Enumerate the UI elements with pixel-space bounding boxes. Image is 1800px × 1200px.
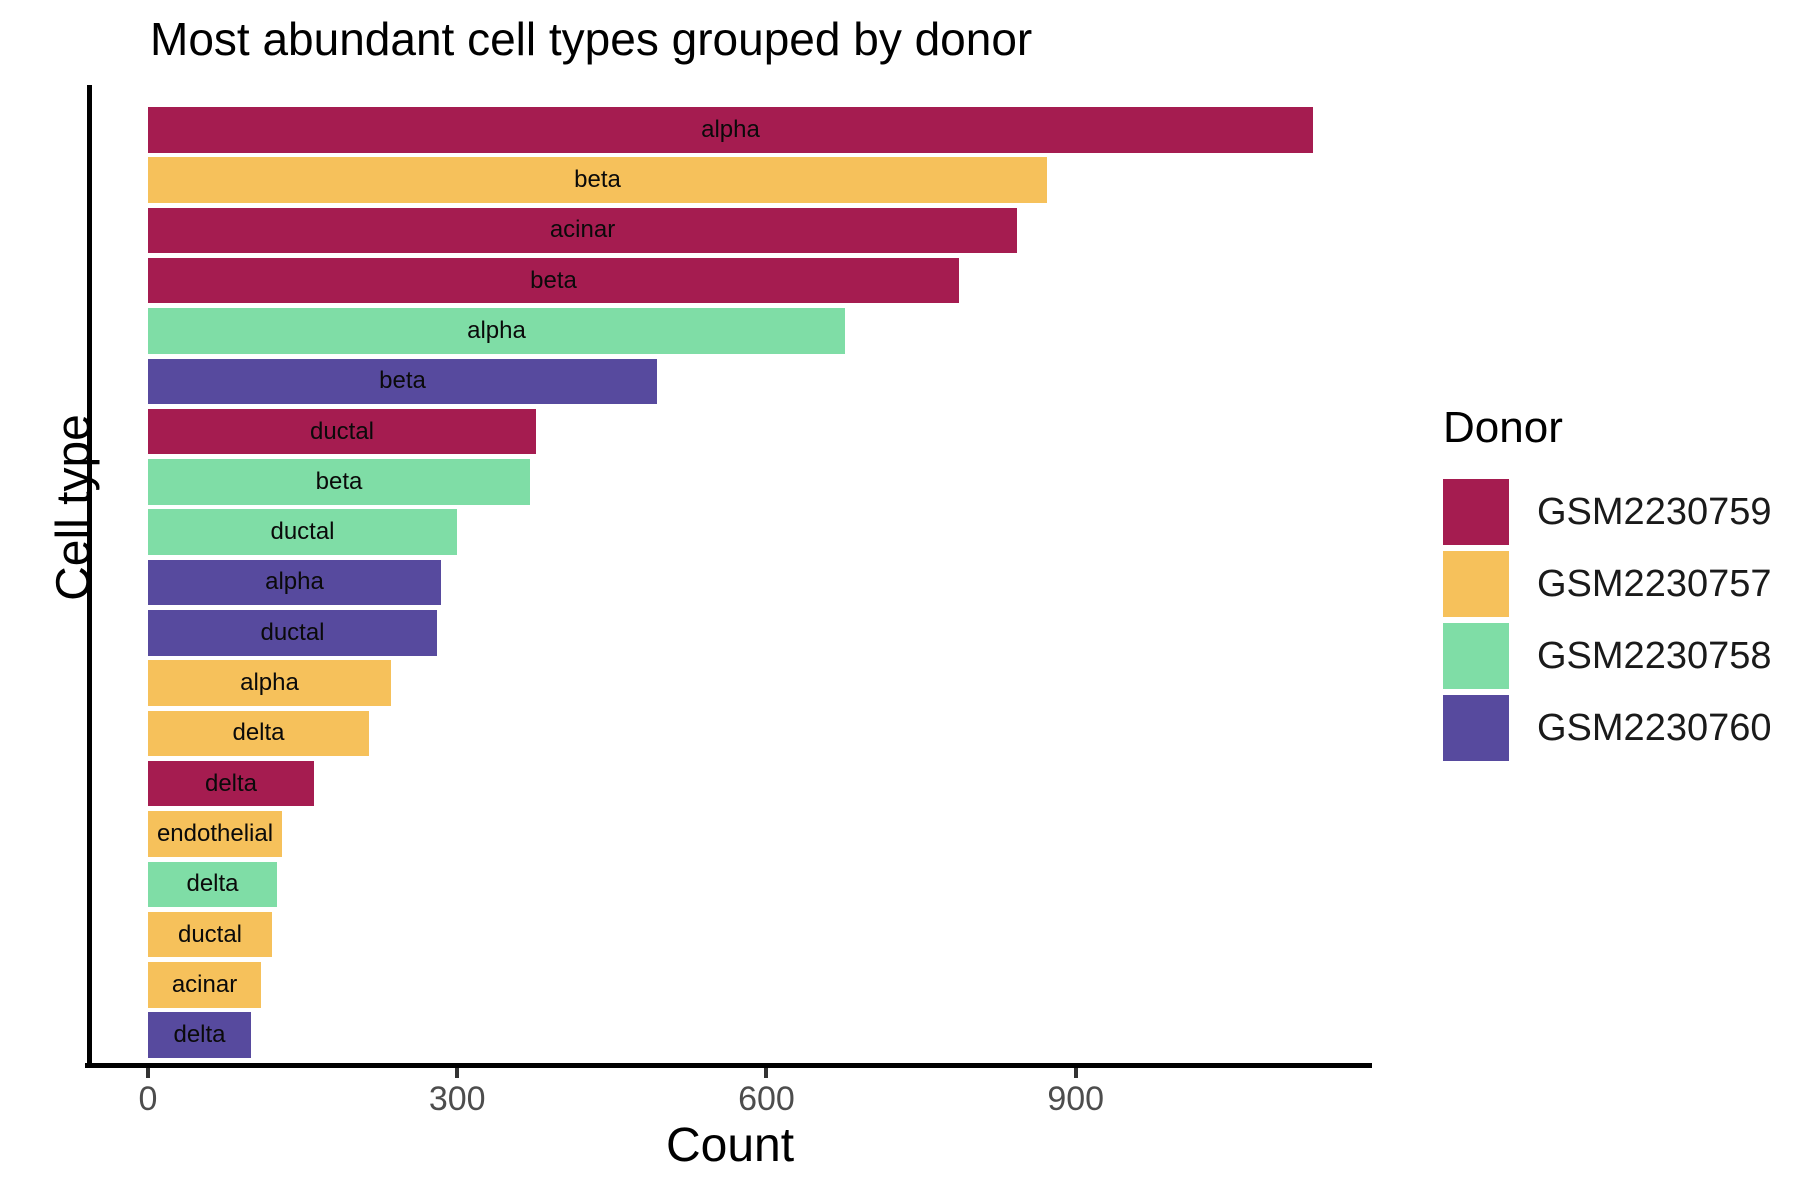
legend: Donor GSM2230759 GSM2230757 GSM2230758 GSM2… (1443, 403, 1772, 767)
bar-label: alpha (240, 669, 299, 697)
bar-GSM2230757-ductal: ductal (148, 911, 272, 958)
bar-label: delta (186, 870, 239, 898)
bar-GSM2230759-delta: delta (148, 760, 314, 807)
bar-GSM2230759-beta: beta (148, 257, 959, 304)
legend-item-GSM2230757: GSM2230757 (1443, 551, 1772, 617)
bar-label: acinar (171, 970, 238, 998)
bar-label: ductal (270, 518, 335, 546)
bar-GSM2230758-alpha: alpha (148, 308, 845, 354)
bar-label: alpha (265, 568, 324, 596)
x-tick-mark (1073, 1068, 1078, 1078)
y-axis-title: Cell type (47, 414, 101, 601)
legend-swatch-icon (1443, 695, 1509, 761)
bar-label: acinar (549, 216, 616, 244)
legend-label: GSM2230757 (1537, 562, 1772, 605)
legend-swatch-icon (1443, 551, 1509, 617)
bar-GSM2230757-alpha: alpha (148, 660, 391, 706)
bar-GSM2230757-endothelial: endothelial (148, 811, 282, 857)
bar-label: beta (574, 166, 621, 194)
x-tick-label: 0 (138, 1080, 158, 1118)
legend-title: Donor (1443, 403, 1563, 452)
bar-label: endothelial (156, 819, 274, 847)
bar-label: beta (315, 467, 363, 495)
bar-GSM2230759-acinar: acinar (148, 207, 1017, 254)
bar-label: ductal (309, 417, 375, 445)
legend-swatch-icon (1443, 623, 1509, 689)
x-axis-line (85, 1063, 1372, 1068)
bar-GSM2230760-delta: delta (148, 1012, 251, 1058)
bar-GSM2230758-beta: beta (148, 459, 530, 505)
bar-GSM2230760-alpha: alpha (148, 559, 441, 606)
bar-GSM2230759-alpha: alpha (148, 107, 1313, 153)
x-tick-mark (455, 1068, 460, 1078)
bar-label: ductal (260, 618, 325, 646)
x-tick-label: 300 (428, 1080, 486, 1118)
bar-label: beta (530, 266, 577, 294)
x-tick-label: 600 (738, 1080, 795, 1118)
x-axis-title: Count (665, 1119, 795, 1172)
legend-items: GSM2230759 GSM2230757 GSM2230758 GSM2230760 (1443, 479, 1772, 761)
legend-label: GSM2230759 (1537, 490, 1772, 533)
chart-title: Most abundant cell types grouped by dono… (150, 13, 1033, 65)
x-tick-mark (764, 1068, 769, 1078)
legend-item-GSM2230759: GSM2230759 (1443, 479, 1772, 545)
legend-swatch-icon (1443, 479, 1509, 545)
bar-GSM2230759-ductal: ductal (148, 408, 536, 455)
bar-GSM2230757-acinar: acinar (148, 962, 261, 1008)
x-tick-mark (146, 1068, 150, 1078)
x-tick-label: 900 (1047, 1080, 1105, 1118)
bar-GSM2230757-delta: delta (148, 710, 369, 757)
legend-item-GSM2230760: GSM2230760 (1443, 695, 1772, 761)
legend-item-GSM2230758: GSM2230758 (1443, 623, 1772, 689)
bar-GSM2230758-ductal: ductal (148, 509, 457, 555)
bar-label: delta (204, 769, 258, 797)
legend-label: GSM2230758 (1537, 634, 1772, 677)
bar-GSM2230760-beta: beta (148, 358, 657, 404)
bar-GSM2230758-delta: delta (148, 861, 277, 907)
bar-label: delta (232, 719, 285, 747)
bar-label: delta (173, 1021, 226, 1049)
y-axis-line (87, 85, 92, 1068)
bar-label: alpha (467, 316, 526, 344)
bar-GSM2230760-ductal: ductal (148, 610, 437, 656)
bar-label: beta (379, 367, 426, 395)
bar-label: alpha (701, 115, 760, 143)
bar-GSM2230757-beta: beta (148, 157, 1047, 203)
legend-label: GSM2230760 (1537, 706, 1772, 749)
bar-label: ductal (177, 920, 243, 948)
